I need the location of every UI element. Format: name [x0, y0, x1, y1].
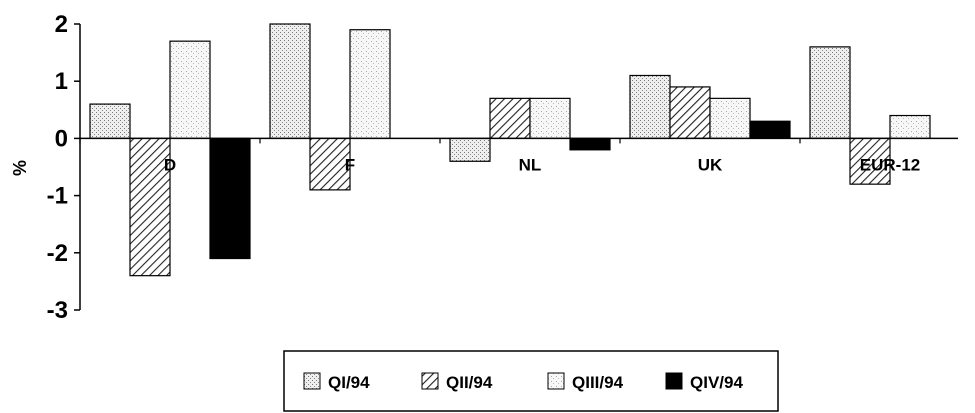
legend-box [283, 350, 779, 412]
category-label-eur-12: EUR-12 [860, 155, 920, 174]
plot-area [89, 23, 931, 277]
bar-qiii-94-nl [529, 97, 571, 140]
category-label-d: D [164, 155, 176, 174]
bar-qii-94-uk [669, 86, 711, 139]
bar-qi-94-d [89, 103, 131, 140]
bar-qiii-94-uk [709, 97, 751, 140]
bar-qii-94-f [309, 137, 351, 191]
bar-qiii-94-d [169, 40, 211, 139]
y-tick-label: 2 [55, 11, 68, 38]
bar-qii-94-nl [489, 97, 531, 140]
bar-qii-94-d [129, 137, 171, 277]
bar-qi-94-nl [449, 137, 491, 162]
y-tick-label: -1 [47, 183, 68, 210]
axes: 2 1 0 -1 -2 -3 D F NL UK EUR-12 [47, 11, 958, 324]
y-tick-label: -3 [47, 297, 68, 324]
legend-swatch-qii-94 [421, 372, 439, 390]
y-tick-label: 0 [55, 125, 68, 152]
bar-qiii-94-eur-12 [889, 114, 931, 139]
legend-label-qii-94: QII/94 [446, 373, 493, 392]
bar-qiv-94-nl [569, 137, 611, 151]
legend: QI/94 QII/94 QIII/94 QIV/94 [283, 350, 779, 412]
y-tick-label: -2 [47, 240, 68, 267]
legend-label-qiv-94: QIV/94 [690, 373, 743, 392]
legend-label-qiii-94: QIII/94 [572, 373, 624, 392]
bar-qi-94-f [269, 23, 311, 140]
legend-swatch-qi-94 [303, 372, 321, 390]
legend-swatch-qiv-94 [665, 372, 683, 390]
legend-label-qi-94: QI/94 [328, 373, 370, 392]
bar-qi-94-uk [629, 74, 671, 140]
bar-qi-94-eur-12 [809, 46, 851, 139]
category-label-nl: NL [519, 155, 542, 174]
y-axis-title: % [10, 160, 30, 176]
category-label-f: F [345, 155, 355, 174]
legend-swatch-qiii-94 [547, 372, 565, 390]
bar-qiv-94-d [209, 137, 251, 260]
category-label-uk: UK [698, 155, 723, 174]
bar-qiii-94-f [349, 29, 391, 139]
bar-qiv-94-uk [749, 120, 791, 139]
y-tick-label: 1 [55, 68, 68, 95]
